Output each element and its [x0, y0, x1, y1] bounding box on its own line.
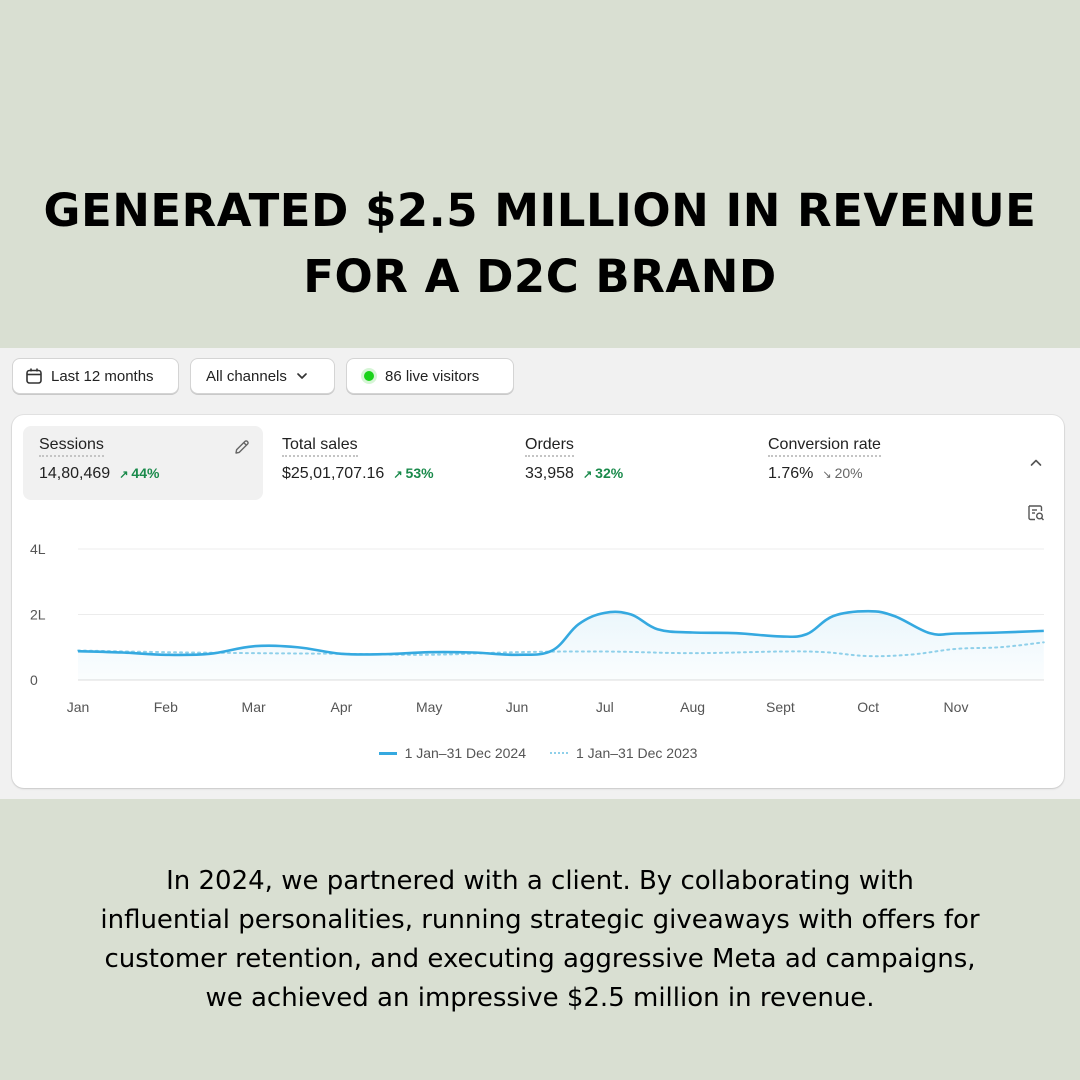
- metric-sessions[interactable]: Sessions 14,80,469 ↗ 44%: [23, 426, 263, 500]
- metric-change: ↗ 44%: [119, 465, 160, 481]
- metric-value: 1.76%: [768, 465, 814, 482]
- metric-total-sales[interactable]: Total sales $25,01,707.16 ↗ 53%: [266, 426, 506, 500]
- headline-line-2: FOR A D2C BRAND: [303, 250, 777, 303]
- legend-label: 1 Jan–31 Dec 2023: [576, 745, 698, 761]
- live-visitors-button[interactable]: 86 live visitors: [346, 358, 514, 394]
- ask-chart-icon[interactable]: [1026, 503, 1046, 528]
- metric-change: ↗ 53%: [393, 465, 434, 481]
- description: In 2024, we partnered with a client. By …: [40, 862, 1040, 1018]
- arrow-up-right-icon: ↗: [119, 469, 129, 481]
- chart-legend: 1 Jan–31 Dec 2024 1 Jan–31 Dec 2023: [12, 745, 1064, 761]
- metric-change: ↗ 32%: [582, 465, 624, 481]
- arrow-up-right-icon: ↗: [582, 469, 593, 481]
- metric-orders[interactable]: Orders 33,958 ↗ 32%: [509, 426, 749, 500]
- analytics-dashboard: Last 12 months All channels 86 live visi…: [0, 348, 1080, 799]
- metric-value: 14,80,469: [39, 465, 111, 482]
- date-range-label: Last 12 months: [51, 367, 154, 385]
- legend-swatch-dotted: [550, 752, 568, 754]
- x-tick-label: Oct: [857, 699, 879, 715]
- arrow-up-right-icon: ↗: [393, 469, 403, 481]
- legend-item-2024[interactable]: 1 Jan–31 Dec 2024: [378, 745, 526, 761]
- y-tick-label: 2L: [30, 607, 46, 623]
- legend-item-2023[interactable]: 1 Jan–31 Dec 2023: [550, 745, 697, 761]
- x-tick-label: Jul: [596, 699, 614, 715]
- metric-conversion-rate[interactable]: Conversion rate 1.76% ↘ 20%: [752, 426, 992, 500]
- x-tick-label: Aug: [680, 699, 705, 715]
- x-tick-label: Sept: [766, 699, 795, 715]
- pencil-icon[interactable]: [233, 438, 251, 461]
- legend-swatch-solid: [378, 751, 397, 755]
- description-line-4: we achieved an impressive $2.5 million i…: [205, 983, 875, 1013]
- live-status-dot: [364, 371, 374, 381]
- legend-label: 1 Jan–31 Dec 2024: [404, 745, 526, 761]
- x-tick-label: Feb: [154, 699, 178, 715]
- y-tick-label: 0: [30, 672, 38, 688]
- calendar-icon: [25, 367, 43, 385]
- metric-label: Total sales: [282, 436, 358, 457]
- headline: GENERATED $2.5 MILLION IN REVENUE FOR A …: [0, 178, 1080, 310]
- headline-line-1: GENERATED $2.5 MILLION IN REVENUE: [43, 184, 1037, 237]
- metric-change: ↘ 20%: [822, 465, 863, 481]
- arrow-down-right-icon: ↘: [822, 469, 832, 481]
- x-tick-label: May: [416, 699, 442, 715]
- chevron-up-icon[interactable]: [1028, 455, 1044, 476]
- x-tick-label: Mar: [242, 699, 266, 715]
- channels-label: All channels: [206, 367, 287, 385]
- date-range-button[interactable]: Last 12 months: [12, 358, 179, 394]
- series-line-2024: [77, 609, 1044, 657]
- channels-dropdown[interactable]: All channels: [190, 358, 335, 394]
- metric-label: Orders: [525, 436, 574, 457]
- series-area-2024: [78, 611, 1044, 680]
- x-tick-label: Jan: [67, 699, 90, 715]
- x-tick-label: Jun: [506, 699, 529, 715]
- description-line-2: influential personalities, running strat…: [100, 905, 980, 935]
- x-tick-label: Nov: [944, 699, 969, 715]
- sessions-line-chart: 4L 2L 0 Jan Feb Mar Apr May Jun Jul Aug Sept Oct Nov: [30, 541, 1045, 715]
- metric-value: 33,958: [525, 465, 574, 482]
- metric-label: Sessions: [39, 436, 104, 457]
- x-tick-label: Apr: [331, 699, 353, 715]
- description-line-3: customer retention, and executing aggres…: [104, 944, 976, 974]
- metric-label: Conversion rate: [768, 436, 881, 457]
- sessions-card: Sessions 14,80,469 ↗ 44% Total sales $25,…: [12, 415, 1064, 788]
- live-visitors-label: 86 live visitors: [385, 367, 480, 385]
- series-line-2023: [77, 641, 1045, 658]
- y-tick-label: 4L: [30, 541, 46, 557]
- metric-value: $25,01,707.16: [282, 465, 385, 482]
- chevron-down-icon: [295, 369, 309, 383]
- description-line-1: In 2024, we partnered with a client. By …: [166, 866, 914, 896]
